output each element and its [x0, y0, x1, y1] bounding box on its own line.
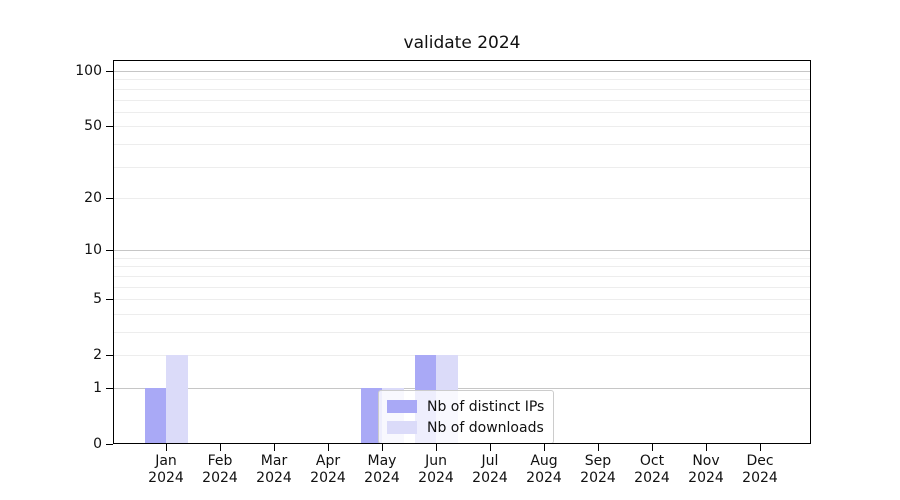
x-tick-label-nov: Nov 2024: [676, 453, 736, 487]
x-tick-mark: [382, 444, 383, 451]
y-tick-mark: [106, 71, 113, 72]
y-tick-label: 5: [93, 291, 102, 308]
y-tick-mark: [106, 299, 113, 301]
y-tick-mark: [106, 126, 113, 128]
x-tick-mark: [220, 444, 221, 451]
x-tick-label-oct: Oct 2024: [622, 453, 682, 487]
y-tick-mark: [106, 444, 113, 445]
gridline-minor: [113, 143, 811, 145]
gridline-minor: [113, 286, 811, 288]
legend-swatch: [387, 400, 417, 413]
bar-distinct-ips-may: [360, 388, 382, 444]
legend-label: Nb of distinct IPs: [427, 398, 545, 415]
x-tick-label-jul: Jul 2024: [460, 453, 520, 487]
gridline-minor: [113, 99, 811, 101]
gridline-minor: [113, 313, 811, 315]
x-tick-mark: [706, 444, 707, 451]
x-tick-year: 2024: [580, 470, 616, 486]
x-tick-label-dec: Dec 2024: [730, 453, 790, 487]
x-tick-mark: [166, 444, 167, 451]
x-tick-month: Dec: [746, 453, 774, 469]
x-tick-mark: [544, 444, 545, 451]
x-tick-mark: [490, 444, 491, 451]
x-tick-year: 2024: [526, 470, 562, 486]
x-tick-month: Nov: [692, 453, 720, 469]
gridline-minor: [113, 197, 811, 199]
y-tick-label: 2: [93, 347, 102, 364]
x-tick-month: Aug: [530, 453, 558, 469]
legend-swatch: [387, 421, 417, 434]
x-tick-label-mar: Mar 2024: [244, 453, 304, 487]
x-tick-label-apr: Apr 2024: [298, 453, 358, 487]
x-tick-year: 2024: [418, 470, 454, 486]
gridline-minor: [113, 299, 811, 301]
x-tick-month: Mar: [260, 453, 288, 469]
gridline-minor: [113, 332, 811, 333]
y-tick-label: 1: [93, 380, 102, 396]
x-tick-year: 2024: [472, 470, 508, 486]
x-tick-month: Jun: [425, 453, 447, 469]
plot-area: Nb of distinct IPs Nb of downloads: [113, 60, 811, 444]
gridline-minor: [113, 88, 811, 90]
gridline-major: [113, 250, 811, 252]
x-tick-label-may: May 2024: [352, 453, 412, 487]
gridline-major: [113, 388, 811, 389]
y-tick-label: 0: [93, 436, 102, 452]
x-tick-month: Apr: [315, 453, 341, 469]
x-tick-month: Feb: [207, 453, 233, 469]
gridline-minor: [113, 266, 811, 268]
x-tick-month: May: [367, 453, 397, 469]
x-tick-year: 2024: [148, 470, 184, 486]
gridline-minor: [113, 79, 811, 81]
x-tick-month: Jul: [481, 453, 499, 469]
legend-row: Nb of distinct IPs: [387, 396, 544, 417]
x-tick-year: 2024: [256, 470, 292, 486]
axes-spines: [113, 60, 811, 444]
x-tick-year: 2024: [310, 470, 346, 486]
x-tick-label-feb: Feb 2024: [190, 453, 250, 487]
legend-row: Nb of downloads: [387, 417, 544, 438]
x-tick-mark: [598, 444, 599, 451]
x-tick-year: 2024: [202, 470, 238, 486]
x-tick-mark: [760, 444, 761, 451]
y-tick-mark: [106, 250, 113, 252]
y-tick-label: 50: [84, 118, 102, 135]
x-tick-label-aug: Aug 2024: [514, 453, 574, 487]
y-tick-mark: [106, 388, 113, 389]
bar-downloads-jan: [166, 355, 188, 444]
y-tick-mark: [106, 355, 113, 357]
x-tick-year: 2024: [688, 470, 724, 486]
legend-label: Nb of downloads: [427, 419, 544, 436]
x-tick-mark: [274, 444, 275, 451]
x-tick-year: 2024: [634, 470, 670, 486]
x-tick-month: Oct: [639, 453, 665, 469]
x-tick-mark: [436, 444, 437, 451]
x-tick-year: 2024: [742, 470, 778, 486]
gridline-minor: [113, 355, 811, 357]
gridline-minor: [113, 166, 811, 168]
x-tick-month: Jan: [155, 453, 177, 469]
y-tick-label: 10: [84, 242, 102, 259]
x-tick-year: 2024: [364, 470, 400, 486]
gridline-minor: [113, 275, 811, 277]
x-tick-mark: [328, 444, 329, 451]
x-tick-label-sep: Sep 2024: [568, 453, 628, 487]
gridline-major: [113, 71, 811, 72]
x-tick-label-jan: Jan 2024: [136, 453, 196, 487]
bar-distinct-ips-jan: [144, 388, 166, 444]
chart-title: validate 2024: [403, 33, 521, 53]
gridline-minor: [113, 126, 811, 128]
legend: Nb of distinct IPs Nb of downloads: [378, 390, 555, 444]
y-tick-label: 100: [75, 63, 102, 79]
y-tick-label: 20: [84, 189, 102, 206]
gridline-minor: [113, 257, 811, 259]
x-tick-label-jun: Jun 2024: [406, 453, 466, 487]
gridline-minor: [113, 111, 811, 113]
y-tick-mark: [106, 197, 113, 199]
x-tick-mark: [652, 444, 653, 451]
x-tick-month: Sep: [584, 453, 612, 469]
